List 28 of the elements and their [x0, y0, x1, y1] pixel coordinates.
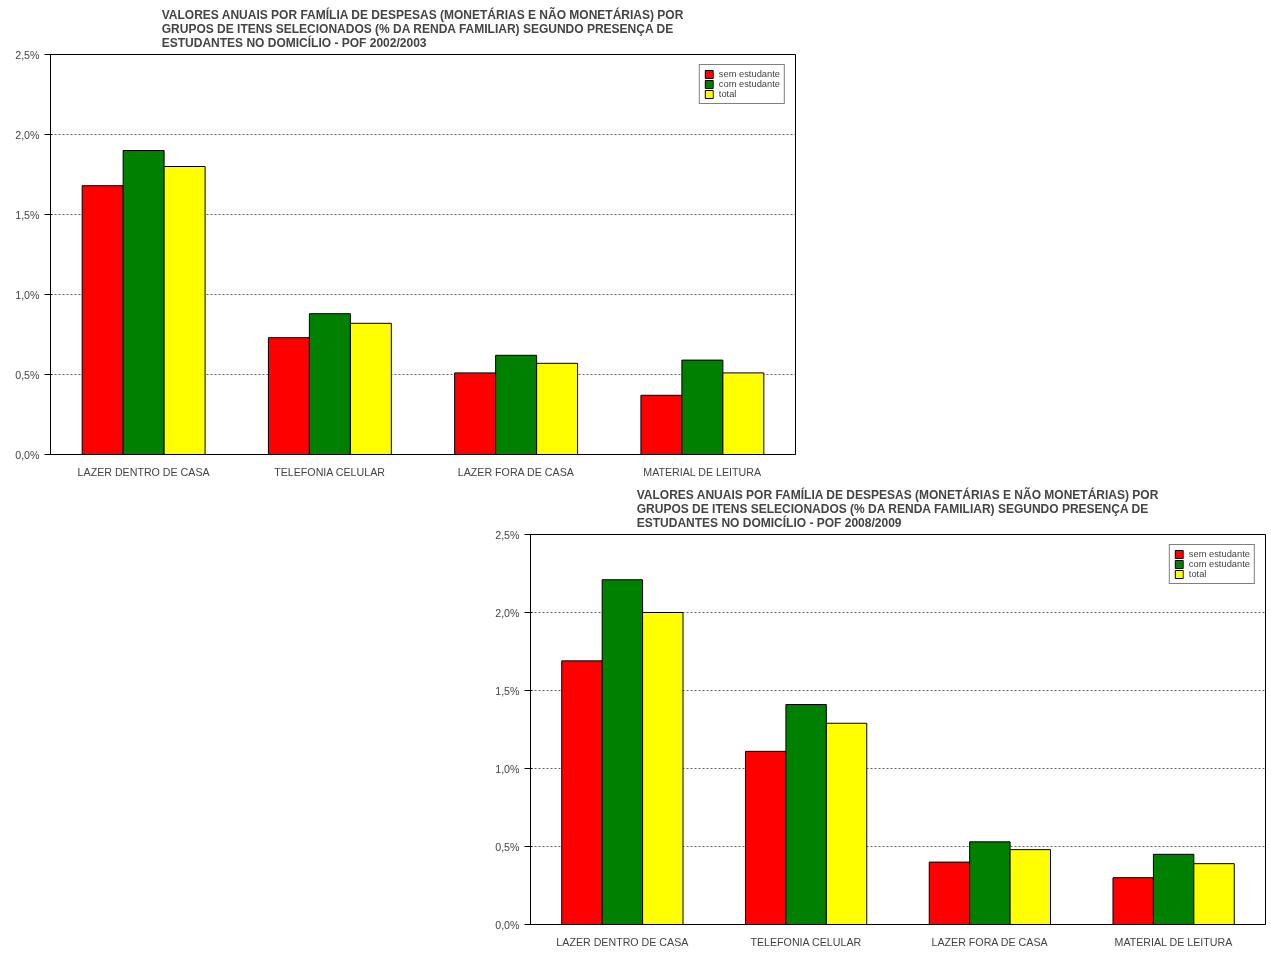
legend-label: total: [718, 89, 738, 99]
y-tick-label: 2,0%: [15, 128, 41, 141]
y-tick-label: 2,5%: [15, 48, 41, 61]
y-tick-label: 1,5%: [495, 684, 521, 697]
legend-label: sem estudante: [1188, 549, 1250, 559]
y-tick-label: 0,0%: [15, 448, 41, 461]
chart-title: VALORES ANUAIS POR FAMÍLIA DE DESPESAS (MONETÁRIAS E NÃO MONETÁRIAS) POR GRUPOS DE ITENS SELECIONADOS (% DA RENDA FAMILIAR) SEGUNDO PRESENÇA DE ESTUDANTES NO DOMICÍLIO - POF 2008/2009: [636, 486, 1159, 530]
chart-title: VALORES ANUAIS POR FAMÍLIA DE DESPESAS (MONETÁRIAS E NÃO MONETÁRIAS) POR GRUPOS DE ITENS SELECIONADOS (% DA RENDA FAMILIAR) SEGUNDO PRESENÇA DE ESTUDANTES NO DOMICÍLIO - POF 2002/2003: [161, 6, 684, 50]
x-tick-label: TELEFONIA CELULAR: [274, 465, 386, 478]
x-tick-label: MATERIAL DE LEITURA: [643, 465, 762, 478]
legend-label: sem estudante: [718, 69, 780, 79]
y-tick-label: 2,0%: [495, 606, 521, 619]
y-tick-label: 0,0%: [495, 918, 521, 931]
x-tick-label: LAZER FORA DE CASA: [457, 465, 575, 478]
legend-label: total: [1188, 569, 1208, 579]
y-tick-label: 1,0%: [495, 762, 521, 775]
y-tick-label: 1,5%: [15, 208, 41, 221]
y-tick-label: 1,0%: [15, 288, 41, 301]
x-tick-label: TELEFONIA CELULAR: [750, 935, 862, 948]
legend-label: com estudante: [1188, 559, 1250, 569]
x-tick-label: LAZER DENTRO DE CASA: [77, 465, 211, 478]
x-tick-label: LAZER DENTRO DE CASA: [556, 935, 690, 948]
y-tick-label: 0,5%: [495, 840, 521, 853]
x-tick-label: MATERIAL DE LEITURA: [1114, 935, 1234, 948]
y-tick-label: 0,5%: [15, 368, 41, 381]
x-tick-label: LAZER FORA DE CASA: [931, 935, 1049, 948]
y-tick-label: 2,5%: [495, 528, 521, 541]
legend-label: com estudante: [718, 79, 780, 89]
